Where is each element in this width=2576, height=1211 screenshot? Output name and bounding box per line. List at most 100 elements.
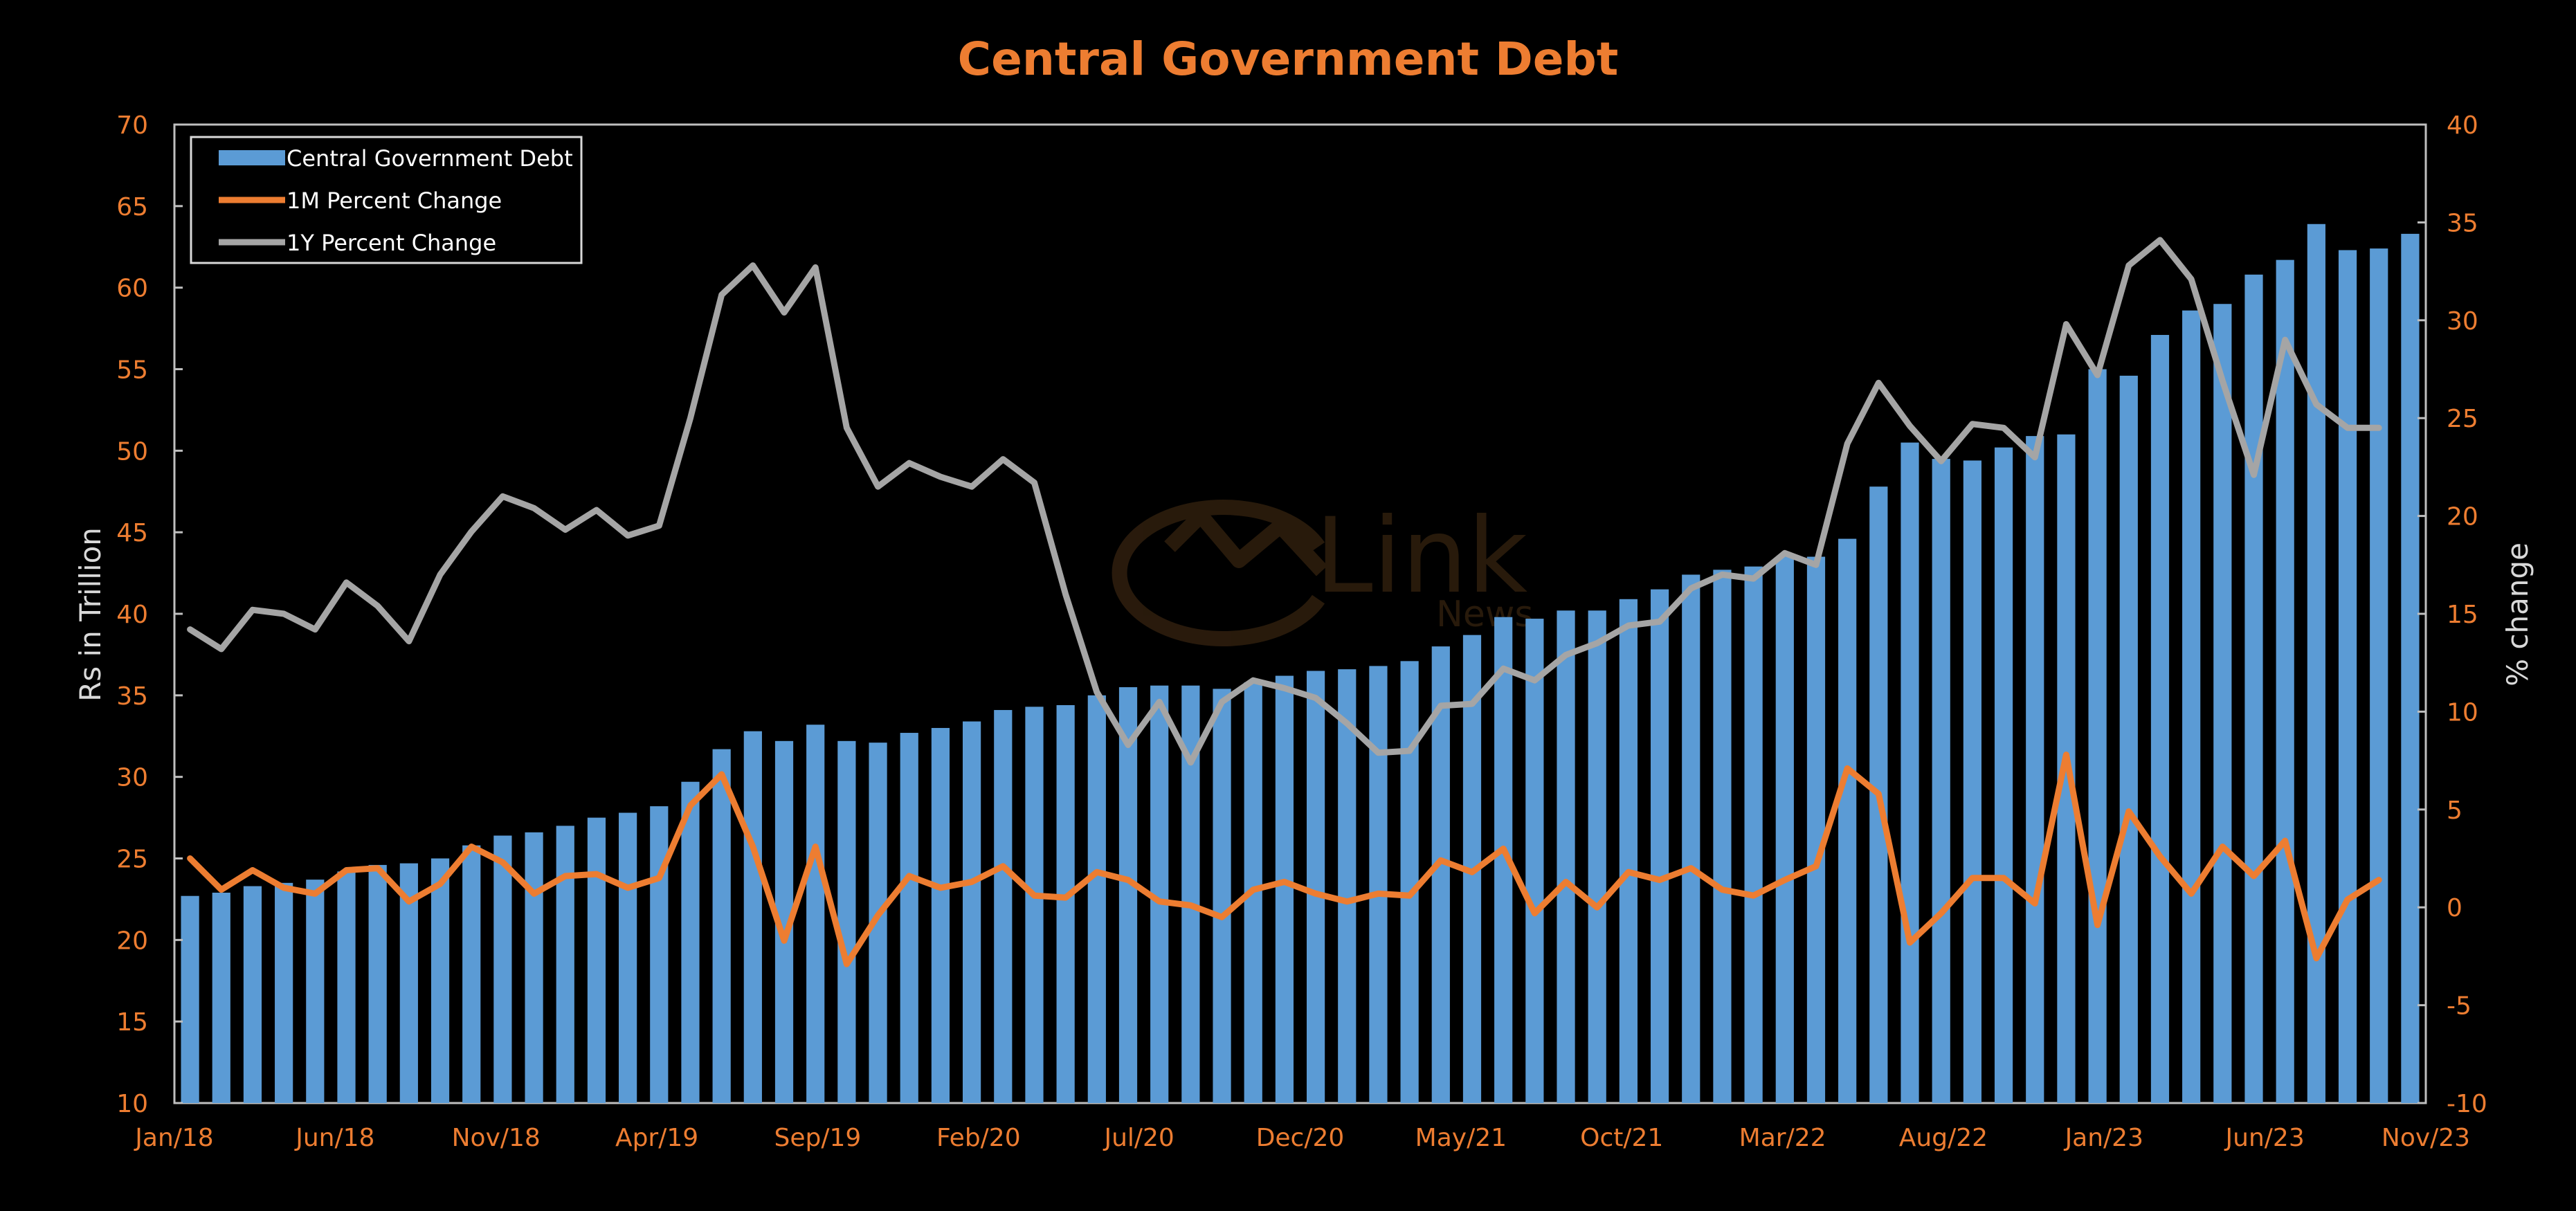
debt-bar <box>1275 675 1294 1103</box>
debt-bar <box>1056 704 1075 1103</box>
right-tick-label: 30 <box>2447 307 2478 336</box>
chart-title: Central Government Debt <box>958 33 1619 86</box>
left-tick-label: 50 <box>116 437 148 466</box>
x-tick-label: Oct/21 <box>1580 1124 1663 1152</box>
left-tick-label: 60 <box>116 275 148 303</box>
debt-bar <box>275 882 293 1103</box>
debt-bar <box>587 817 606 1103</box>
x-tick-label: Apr/19 <box>615 1124 698 1152</box>
watermark-logo: Link News <box>1112 496 1534 646</box>
debt-bar <box>1025 707 1044 1103</box>
debt-bar <box>2150 335 2170 1103</box>
legend: Central Government Debt 1M Percent Chang… <box>190 136 583 264</box>
x-tick-label: Sep/19 <box>774 1124 862 1152</box>
left-tick-label: 30 <box>116 764 148 792</box>
right-tick-label: 10 <box>2447 698 2478 727</box>
x-tick-label: Nov/23 <box>2382 1124 2470 1152</box>
debt-bar <box>2119 375 2138 1103</box>
x-tick-label: Feb/20 <box>936 1124 1021 1152</box>
left-tick-label: 25 <box>116 846 148 874</box>
line-1y-percent-change <box>187 237 2382 766</box>
debt-bar <box>806 725 825 1103</box>
debt-bar <box>1213 689 1231 1103</box>
debt-bar <box>1400 661 1419 1103</box>
watermark-logo-ring <box>1112 500 1325 646</box>
debt-bar <box>243 886 262 1103</box>
debt-bar <box>900 733 918 1103</box>
debt-bar <box>1557 610 1575 1103</box>
x-tick-label: Jun/23 <box>2224 1124 2305 1152</box>
debt-bar <box>1775 556 1794 1103</box>
debt-bar <box>2370 248 2388 1103</box>
debt-bar <box>931 727 950 1103</box>
right-tick-label: -10 <box>2447 1090 2487 1118</box>
debt-bar <box>1963 460 1981 1103</box>
debt-bar <box>306 880 325 1103</box>
x-tick-label: Dec/20 <box>1256 1124 1345 1152</box>
debt-bar <box>2088 369 2107 1103</box>
debt-bar <box>1650 589 1669 1103</box>
right-tick-label: 15 <box>2447 601 2478 629</box>
legend-swatch-debt <box>219 150 285 165</box>
debt-bar <box>1806 556 1826 1103</box>
debt-bar <box>650 806 669 1103</box>
legend-label-1y: 1Y Percent Change <box>287 230 496 256</box>
debt-bar <box>743 731 762 1103</box>
watermark-logo-zigzag <box>1164 508 1328 576</box>
debt-bar <box>1118 687 1138 1103</box>
right-tick-label: -5 <box>2447 992 2471 1021</box>
left-tick-label: 10 <box>116 1090 148 1118</box>
right-tick-label: 0 <box>2447 894 2462 922</box>
debt-bar <box>2026 436 2044 1103</box>
debt-bar <box>1901 442 1919 1103</box>
debt-bar <box>2276 260 2294 1104</box>
debt-bar <box>1619 599 1638 1103</box>
left-tick-label: 45 <box>116 519 148 547</box>
debt-bar <box>2182 310 2201 1103</box>
debt-bar <box>1932 459 1950 1103</box>
debt-bar <box>1431 646 1450 1103</box>
x-tick-label: Nov/18 <box>452 1124 541 1152</box>
debt-bar <box>212 892 230 1103</box>
left-tick-label: 65 <box>116 193 148 221</box>
left-tick-label: 20 <box>116 927 148 955</box>
watermark-logo-subtext: News <box>1436 594 1534 635</box>
debt-bar <box>1525 619 1544 1103</box>
debt-bar <box>181 895 199 1103</box>
right-tick-label: 40 <box>2447 111 2478 140</box>
debt-bar <box>1682 574 1700 1103</box>
left-axis-ticks: 10 15 20 25 30 35 40 45 50 55 60 65 70 <box>116 111 183 1118</box>
debt-bar <box>994 710 1013 1103</box>
debt-bar <box>1087 695 1106 1103</box>
x-axis-ticks: Jan/18 Jun/18 Nov/18 Apr/19 Sep/19 Feb/20 Jul/… <box>134 1124 2470 1152</box>
x-tick-label: Aug/22 <box>1899 1124 1988 1152</box>
left-tick-label: 55 <box>116 356 148 385</box>
debt-bar <box>1744 566 1763 1103</box>
x-tick-label: Jul/20 <box>1103 1124 1174 1152</box>
debt-bar <box>525 832 543 1103</box>
debt-bar <box>712 749 731 1103</box>
debt-bar <box>1713 570 1732 1103</box>
debt-bar <box>619 812 637 1103</box>
debt-bar <box>1588 610 1606 1103</box>
line-1m-percent-change <box>187 752 2382 967</box>
legend-label-1m: 1M Percent Change <box>287 188 502 214</box>
debt-bar <box>462 845 481 1103</box>
debt-bar <box>337 871 356 1103</box>
debt-bar <box>368 864 387 1103</box>
watermark-logo-wordmark: Link <box>1315 496 1527 617</box>
debt-bar <box>681 781 700 1103</box>
debt-bar <box>2338 250 2357 1103</box>
debt-bar <box>1306 671 1325 1103</box>
debt-bar <box>963 721 981 1103</box>
debt-bar <box>1838 538 1857 1103</box>
right-tick-label: 20 <box>2447 503 2478 531</box>
left-tick-label: 40 <box>116 601 148 629</box>
x-tick-label: Jun/18 <box>294 1124 374 1152</box>
left-tick-label: 35 <box>116 682 148 711</box>
x-tick-label: Jan/23 <box>2064 1124 2143 1152</box>
left-tick-label: 70 <box>116 111 148 140</box>
right-axis-label: % change <box>2501 543 2534 686</box>
x-tick-label: Jan/18 <box>134 1124 213 1152</box>
